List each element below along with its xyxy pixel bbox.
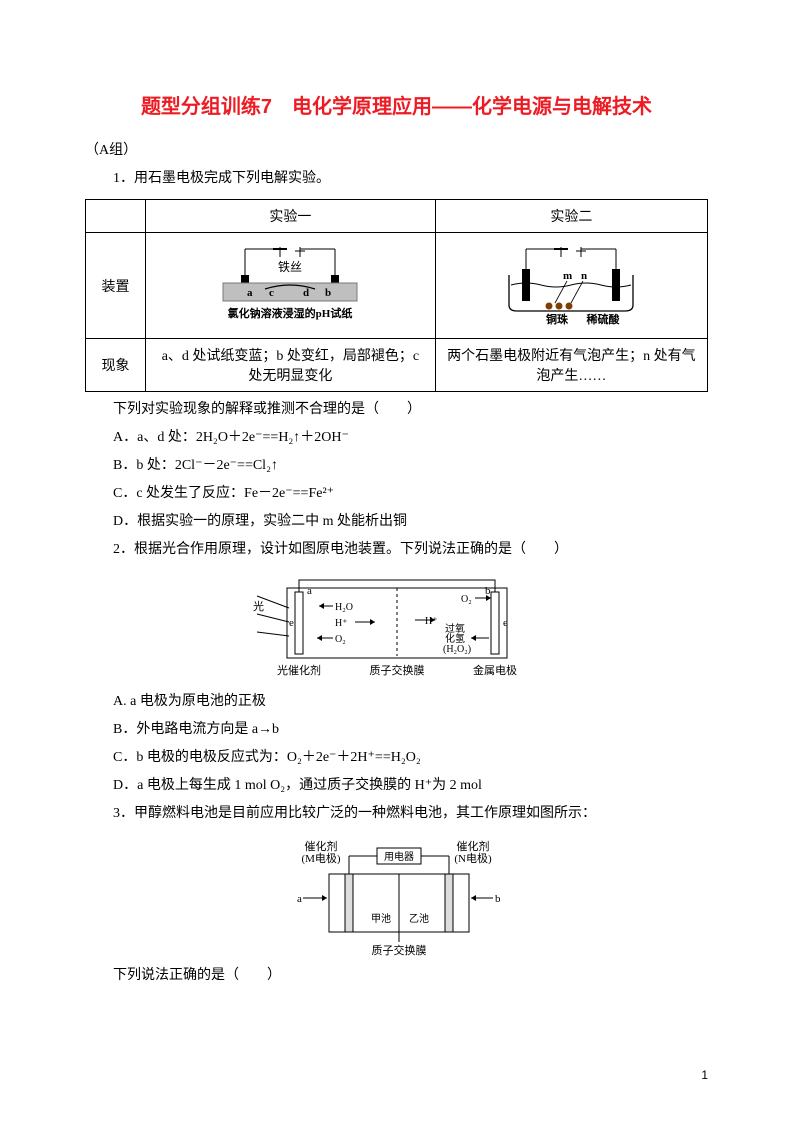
q1-stem: 1．用石墨电极完成下列电解实验。 <box>85 165 708 193</box>
q1-table: 实验一 实验二 装置 <box>85 199 708 392</box>
q3-tail: 下列说法正确的是（ ） <box>85 962 708 990</box>
svg-text:(N电极): (N电极) <box>454 851 492 865</box>
svg-text:铜珠: 铜珠 <box>545 312 569 326</box>
q2-stem: 2．根据光合作用原理，设计如图原电池装置。下列说法正确的是（ ） <box>85 536 708 564</box>
svg-text:催化剂: 催化剂 <box>456 839 489 853</box>
blank-cell <box>86 200 146 233</box>
svg-text:b: b <box>485 585 491 597</box>
iron-wire-label: 铁丝 <box>278 260 302 274</box>
svg-text:a: a <box>307 585 312 597</box>
svg-text:d: d <box>303 287 309 299</box>
q1-option-c: C．c 处发生了反应：Fe－2e⁻==Fe²⁺ <box>85 480 708 508</box>
svg-text:e: e <box>503 617 508 629</box>
exp2-svg: m n 铜珠 稀硫酸 <box>471 239 671 327</box>
svg-text:O₂: O₂ <box>335 634 346 645</box>
exp1-svg: 铁丝 a c d b 氯化钠溶液浸湿的pH试纸 <box>185 239 395 327</box>
device-diagram-1: 铁丝 a c d b 氯化钠溶液浸湿的pH试纸 <box>146 233 436 339</box>
svg-text:稀硫酸: 稀硫酸 <box>587 312 621 326</box>
svg-text:H⁺: H⁺ <box>335 618 348 629</box>
svg-text:乙池: 乙池 <box>409 912 429 925</box>
svg-text:用电器: 用电器 <box>384 850 414 863</box>
table-row: 实验一 实验二 <box>86 200 708 233</box>
table-row: 现象 a、d 处试纸变蓝；b 处变红，局部褪色；c 处无明显变化 两个石墨电极附… <box>86 339 708 392</box>
q2-diagram: 光 a b e e H₂O H⁺ O₂ O₂ H⁺ 过氧 化氢 (H₂O₂) 光… <box>247 574 547 684</box>
svg-text:光催化剂: 光催化剂 <box>277 663 321 677</box>
q1-option-a: A．a、d 处：2H₂O＋2e⁻==H₂↑＋2OH⁻ <box>85 424 708 452</box>
svg-text:氯化钠溶液浸湿的pH试纸: 氯化钠溶液浸湿的pH试纸 <box>228 306 353 320</box>
row-label-phenomenon: 现象 <box>86 339 146 392</box>
svg-text:质子交换膜: 质子交换膜 <box>371 943 426 957</box>
svg-text:c: c <box>269 287 274 299</box>
device-diagram-2: m n 铜珠 稀硫酸 <box>435 233 707 339</box>
q3-diagram: 催化剂 (M电极) 催化剂 (N电极) 用电器 a b 甲池 乙池 质子交换膜 <box>267 838 527 958</box>
svg-text:光: 光 <box>253 599 264 613</box>
q1-option-d: D．根据实验一的原理，实验二中 m 处能析出铜 <box>85 508 708 536</box>
row-label-device: 装置 <box>86 233 146 339</box>
q3-stem: 3．甲醇燃料电池是目前应用比较广泛的一种燃料电池，其工作原理如图所示： <box>85 800 708 828</box>
svg-text:a: a <box>297 893 302 905</box>
page-number: 1 <box>701 1068 708 1082</box>
svg-text:质子交换膜: 质子交换膜 <box>369 663 424 677</box>
table-row: 装置 <box>86 233 708 339</box>
phenomenon-1: a、d 处试纸变蓝；b 处变红，局部褪色；c 处无明显变化 <box>146 339 436 392</box>
svg-text:b: b <box>495 893 501 905</box>
svg-text:O₂: O₂ <box>461 594 472 605</box>
svg-text:催化剂: 催化剂 <box>304 839 337 853</box>
svg-text:b: b <box>325 287 331 299</box>
svg-text:金属电极: 金属电极 <box>473 663 517 677</box>
q2-option-b: B．外电路电流方向是 a→b <box>85 716 708 744</box>
col-header-2: 实验二 <box>435 200 707 233</box>
q1-question: 下列对实验现象的解释或推测不合理的是（ ） <box>85 396 708 424</box>
svg-text:m: m <box>563 270 572 282</box>
svg-text:(H₂O₂): (H₂O₂) <box>443 644 471 655</box>
q1-option-b: B．b 处：2Cl⁻－2e⁻==Cl₂↑ <box>85 452 708 480</box>
svg-text:n: n <box>581 270 587 282</box>
col-header-1: 实验一 <box>146 200 436 233</box>
phenomenon-2: 两个石墨电极附近有气泡产生；n 处有气泡产生…… <box>435 339 707 392</box>
q2-option-a: A. a 电极为原电池的正极 <box>85 688 708 716</box>
svg-text:(M电极): (M电极) <box>301 851 340 865</box>
q2-option-c: C．b 电极的电极反应式为：O₂＋2e⁻＋2H⁺==H₂O₂ <box>85 744 708 772</box>
svg-text:甲池: 甲池 <box>371 912 391 925</box>
svg-text:H₂O: H₂O <box>335 602 353 613</box>
q2-option-d: D．a 电极上每生成 1 mol O₂，通过质子交换膜的 H⁺为 2 mol <box>85 772 708 800</box>
page-title: 题型分组训练7 电化学原理应用——化学电源与电解技术 <box>85 90 708 119</box>
svg-text:e: e <box>289 617 294 629</box>
svg-text:a: a <box>247 287 253 299</box>
group-subtitle: （A组） <box>85 137 708 165</box>
